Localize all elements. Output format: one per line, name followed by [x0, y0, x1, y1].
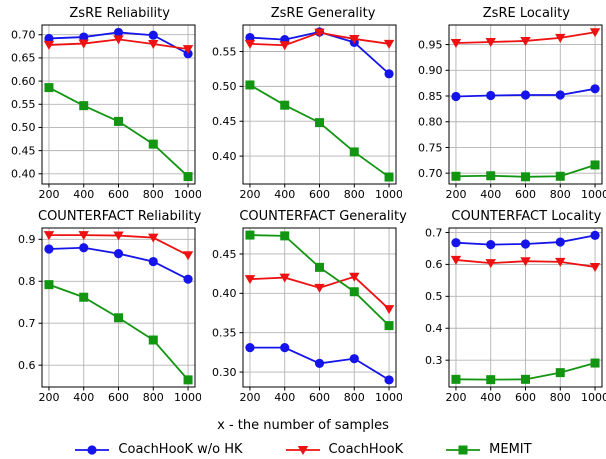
- subplot-title: COUNTERFACT Reliability: [38, 209, 202, 224]
- svg-text:0.65: 0.65: [11, 52, 36, 65]
- plot-canvas-counterfact-generality: 200 400 600 800 1000 0.30 0.35 0.40 0.45: [212, 227, 402, 404]
- svg-text:0.6: 0.6: [425, 258, 443, 271]
- svg-text:600: 600: [515, 188, 536, 201]
- svg-text:0.45: 0.45: [212, 115, 237, 128]
- legend-item-coachhook-wo-hk: CoachHooK w/o HK: [74, 442, 243, 457]
- svg-text:0.6: 0.6: [18, 359, 36, 372]
- legend-item-coachhook: CoachHooK: [285, 442, 404, 457]
- svg-text:0.9: 0.9: [18, 233, 36, 246]
- svg-text:400: 400: [480, 188, 501, 201]
- subplot-zsre-generality: ZsRE Generality 200 400 600 800 1000 0.40 0.45…: [203, 5, 406, 208]
- legend-item-memit: MEMIT: [445, 442, 532, 457]
- svg-text:600: 600: [309, 188, 330, 201]
- svg-text:1000: 1000: [375, 188, 402, 201]
- svg-text:0.80: 0.80: [418, 116, 443, 129]
- svg-text:1000: 1000: [581, 391, 606, 404]
- svg-text:0.70: 0.70: [418, 167, 443, 180]
- legend-label: CoachHooK: [328, 442, 404, 457]
- legend-label: MEMIT: [489, 442, 532, 457]
- svg-text:0.55: 0.55: [212, 45, 237, 58]
- svg-text:0.3: 0.3: [425, 354, 443, 367]
- svg-text:0.8: 0.8: [18, 275, 36, 288]
- svg-text:1000: 1000: [581, 188, 606, 201]
- svg-text:0.40: 0.40: [212, 150, 237, 163]
- x-axis-label: x - the number of samples: [217, 418, 389, 433]
- svg-text:0.5: 0.5: [425, 290, 443, 303]
- legend-marker-red-triangle-icon: [285, 445, 320, 455]
- svg-text:600: 600: [309, 391, 330, 404]
- svg-text:0.50: 0.50: [212, 80, 237, 93]
- plot-canvas-zsre-reliability: 200 400 600 800 1000 0.40 0.45 0.50 0.55 0.60 0.65…: [11, 24, 201, 201]
- svg-text:0.55: 0.55: [11, 98, 36, 111]
- subplot-title: ZsRE Locality: [482, 6, 570, 21]
- subplot-title: ZsRE Generality: [270, 6, 376, 21]
- subplot-counterfact-reliability: COUNTERFACT Reliability 200 400 600 800 1000…: [2, 208, 201, 411]
- subplot-title: COUNTERFACT Generality: [239, 209, 407, 224]
- subplot-counterfact-generality: COUNTERFACT Generality 200 400 600 800 1000 0…: [203, 208, 406, 411]
- plot-canvas-counterfact-reliability: 200 400 600 800 1000 0.6 0.7 0.8 0.9: [18, 227, 201, 404]
- svg-text:0.95: 0.95: [418, 38, 443, 51]
- svg-text:800: 800: [550, 188, 571, 201]
- svg-text:200: 200: [38, 188, 59, 201]
- svg-text:800: 800: [344, 391, 365, 404]
- subplot-counterfact-locality: COUNTERFACT Locality 200 400 600 800 1000 0.3…: [409, 208, 606, 411]
- svg-text:200: 200: [445, 391, 466, 404]
- svg-text:0.50: 0.50: [11, 121, 36, 134]
- subplot-title: COUNTERFACT Locality: [451, 209, 602, 224]
- svg-text:0.45: 0.45: [212, 248, 237, 261]
- svg-text:400: 400: [275, 188, 296, 201]
- svg-text:800: 800: [143, 188, 164, 201]
- svg-text:400: 400: [73, 391, 94, 404]
- subplot-zsre-locality: ZsRE Locality 200 400 600 800 1000 0.70 0.75 0.…: [409, 5, 606, 208]
- svg-text:400: 400: [73, 188, 94, 201]
- svg-text:0.40: 0.40: [11, 168, 36, 181]
- svg-text:1000: 1000: [174, 391, 201, 404]
- svg-text:0.85: 0.85: [418, 90, 443, 103]
- svg-text:200: 200: [38, 391, 59, 404]
- plot-canvas-counterfact-locality: 200 400 600 800 1000 0.3 0.4 0.5 0.6 0.7: [425, 226, 606, 404]
- svg-text:200: 200: [445, 188, 466, 201]
- legend: CoachHooK w/o HK CoachHooK MEMIT: [2, 442, 604, 457]
- legend-marker-blue-circle-icon: [75, 444, 110, 455]
- svg-text:0.45: 0.45: [11, 144, 36, 157]
- svg-text:800: 800: [143, 391, 164, 404]
- svg-text:0.90: 0.90: [418, 64, 443, 77]
- svg-text:600: 600: [108, 188, 129, 201]
- svg-text:600: 600: [108, 391, 129, 404]
- svg-text:0.70: 0.70: [11, 29, 36, 42]
- svg-text:0.35: 0.35: [212, 326, 237, 339]
- svg-text:0.60: 0.60: [11, 75, 36, 88]
- svg-text:200: 200: [240, 391, 261, 404]
- svg-text:1000: 1000: [375, 391, 402, 404]
- svg-text:200: 200: [240, 188, 261, 201]
- svg-text:0.30: 0.30: [212, 366, 237, 379]
- plot-canvas-zsre-locality: 200 400 600 800 1000 0.70 0.75 0.80 0.85 0.90 0.95: [418, 24, 606, 201]
- subplot-title: ZsRE Reliability: [69, 6, 170, 21]
- svg-text:800: 800: [550, 391, 571, 404]
- plot-canvas-zsre-generality: 200 400 600 800 1000 0.40 0.45 0.50 0.55: [212, 24, 402, 201]
- svg-text:0.75: 0.75: [418, 141, 443, 154]
- svg-text:800: 800: [344, 188, 365, 201]
- svg-text:0.4: 0.4: [425, 322, 443, 335]
- svg-text:400: 400: [480, 391, 501, 404]
- subplot-grid: ZsRE Reliability 200 400 600 800 1000 0.40 0.4…: [2, 5, 606, 411]
- legend-label: CoachHooK w/o HK: [118, 442, 243, 457]
- svg-text:600: 600: [515, 391, 536, 404]
- legend-marker-green-square-icon: [446, 445, 481, 454]
- svg-text:400: 400: [275, 391, 296, 404]
- subplot-zsre-reliability: ZsRE Reliability 200 400 600 800 1000 0.40 0.4…: [2, 5, 201, 208]
- svg-text:1000: 1000: [174, 188, 201, 201]
- svg-text:0.7: 0.7: [425, 226, 443, 239]
- svg-text:0.40: 0.40: [212, 287, 237, 300]
- svg-text:0.7: 0.7: [18, 317, 36, 330]
